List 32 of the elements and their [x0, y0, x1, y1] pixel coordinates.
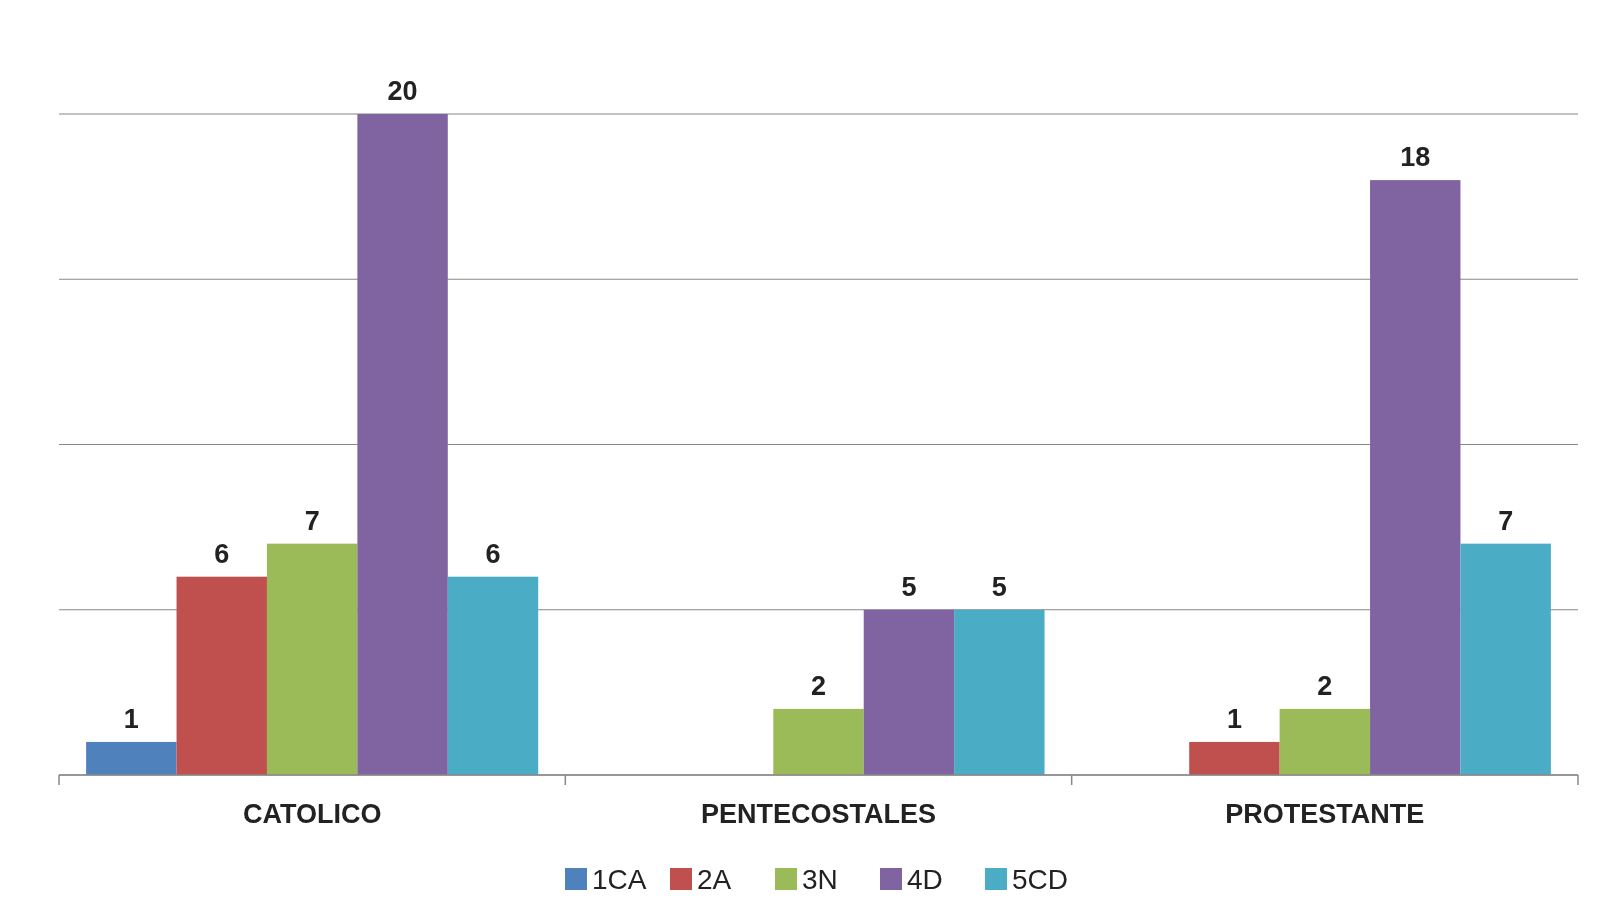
bar: [863, 609, 955, 775]
data-label: 7: [1498, 505, 1514, 536]
data-label: 6: [485, 538, 501, 569]
legend-label: 3N: [802, 863, 838, 895]
data-label: 18: [1400, 142, 1431, 173]
data-label: 1: [1226, 703, 1242, 734]
data-label: 1: [123, 703, 139, 734]
data-label: 2: [810, 670, 827, 701]
bar: [1370, 180, 1461, 775]
bar: [357, 114, 448, 775]
legend-label: 2A: [697, 863, 732, 895]
data-label: 2: [1317, 670, 1333, 701]
bar: [86, 741, 177, 775]
bar: [266, 543, 358, 775]
bar: [1460, 543, 1551, 775]
data-label: 20: [387, 76, 418, 106]
data-label: 5: [901, 571, 917, 602]
data-label: 6: [214, 538, 230, 569]
bar: [176, 576, 267, 775]
x-tick-label: PENTECOSTALES: [700, 799, 937, 829]
bar: [1279, 708, 1371, 775]
legend-label: 4D: [907, 863, 943, 895]
data-label: 7: [304, 505, 320, 536]
legend-label: 1CA: [592, 863, 647, 895]
bar: [447, 576, 539, 775]
x-tick-label: CATOLICO: [242, 799, 382, 829]
legend-label: 5CD: [1012, 863, 1069, 895]
bar: [773, 708, 864, 775]
bar: [1189, 741, 1280, 775]
x-tick-label: PROTESTANTE: [1225, 799, 1425, 829]
data-label: 5: [991, 571, 1007, 602]
bar: [954, 609, 1045, 775]
